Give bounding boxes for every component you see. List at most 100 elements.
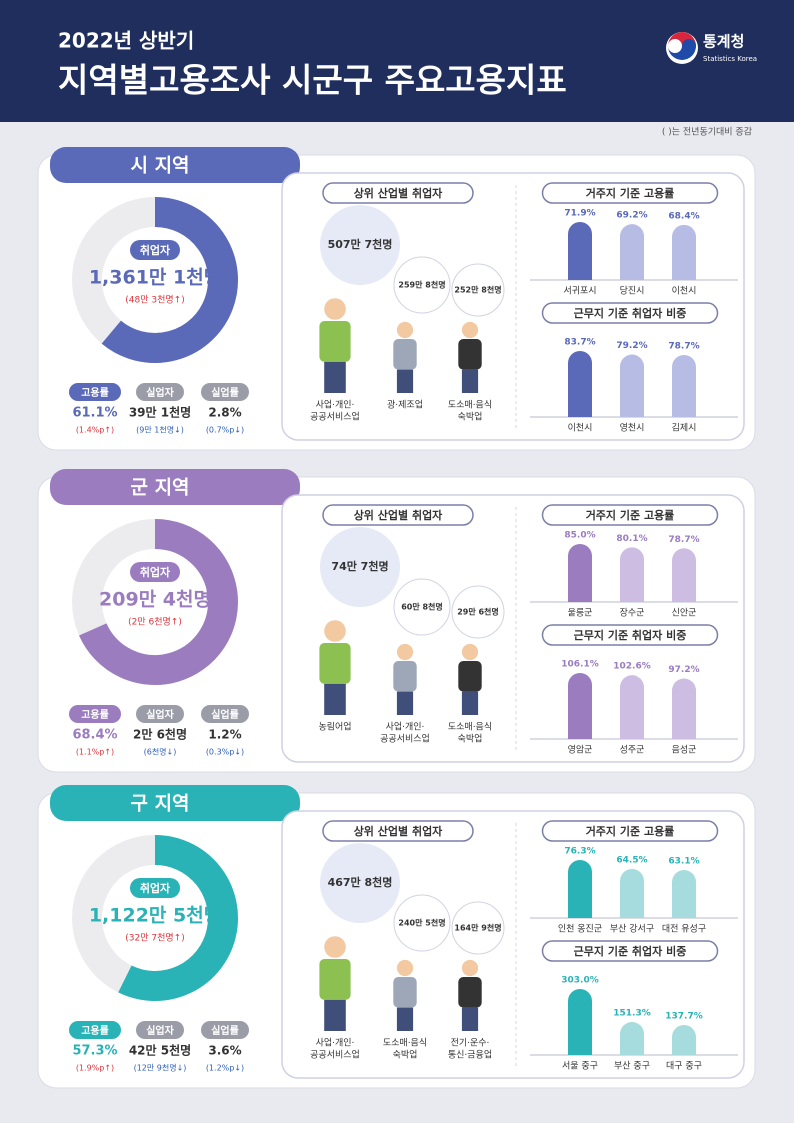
bar — [620, 675, 644, 739]
bar — [672, 870, 696, 918]
stat-change: (9만 1천명↓) — [136, 425, 184, 435]
bar — [672, 1025, 696, 1055]
employed-label-pill — [130, 878, 180, 898]
bar-label: 80.1% — [616, 534, 647, 544]
stat-label-pill — [69, 1021, 121, 1039]
bar-label: 69.2% — [616, 211, 647, 221]
employed-label-pill — [130, 240, 180, 260]
bar-label: 106.1% — [561, 660, 599, 670]
chart-title-pill — [541, 504, 719, 526]
bar-label: 68.4% — [668, 211, 699, 221]
category-label: 장수군 — [620, 608, 645, 619]
bubble — [451, 901, 505, 955]
bubble — [320, 527, 400, 607]
employed-value: 209만 4천명 — [99, 589, 211, 611]
industry-count: 60만 8천명 — [401, 602, 443, 612]
stat-change: (1.1%p↑) — [76, 748, 114, 757]
figure-body — [458, 661, 482, 692]
category-label: 이천시 — [568, 423, 593, 434]
figure-body — [393, 661, 417, 692]
chart-title: 근무지 기준 취업자 비중 — [574, 944, 687, 958]
logo-text-en: Statistics Korea — [703, 55, 757, 63]
figure-legs — [396, 1007, 414, 1031]
category-label: 당진시 — [620, 286, 645, 297]
stat-change: (1.2%p↓) — [206, 1064, 244, 1073]
category-label: 신안군 — [672, 608, 697, 619]
bubble — [393, 256, 451, 314]
category-label: 대전 유성구 — [662, 924, 706, 935]
bar-label: 64.5% — [616, 855, 647, 865]
bar — [568, 544, 592, 602]
header-subtitle: 2022년 상반기 — [58, 29, 194, 53]
figure-legs — [461, 691, 479, 715]
bubble — [393, 894, 451, 952]
employed-label: 취업자 — [140, 243, 171, 257]
employed-change: (32만 7천명↑) — [125, 933, 184, 944]
chart-title: 거주지 기준 고용률 — [586, 508, 675, 522]
category-label: 울릉군 — [568, 608, 593, 619]
category-label: 인천 옹진군 — [558, 924, 602, 935]
industry-count: 240만 5천명 — [398, 918, 445, 928]
bar — [568, 351, 592, 417]
note: ( )는 전년동기대비 증감 — [662, 126, 752, 138]
industry-name: 숙박업 — [393, 1050, 418, 1061]
bubble — [320, 205, 400, 285]
chart-title: 근무지 기준 취업자 비중 — [574, 306, 687, 320]
industry-title: 상위 산업별 취업자 — [354, 508, 443, 522]
category-label: 대구 중구 — [666, 1061, 702, 1072]
employed-change: (2만 6천명↑) — [128, 617, 182, 628]
industry-name: 농림어업 — [318, 721, 351, 733]
industry-name: 공공서비스업 — [380, 734, 430, 745]
bubble — [451, 263, 505, 317]
stat-label-pill — [201, 705, 249, 723]
industry-name: 숙박업 — [458, 734, 483, 745]
section-name: 군 지역 — [130, 477, 189, 499]
stat-label: 실업률 — [211, 1024, 239, 1037]
chart-title: 거주지 기준 고용률 — [586, 824, 675, 838]
stat-label: 고용률 — [81, 709, 109, 721]
chart-title-pill — [541, 940, 719, 962]
stat-label-pill — [69, 383, 121, 401]
industry-title: 상위 산업별 취업자 — [354, 824, 443, 838]
stat-label-pill — [69, 705, 121, 723]
stat-label: 고용률 — [81, 387, 109, 399]
employed-value: 1,122만 5천명 — [89, 905, 221, 927]
industry-name: 도소매·음식 — [448, 400, 492, 411]
figure-head — [324, 620, 346, 642]
category-label: 영천시 — [620, 423, 645, 434]
header-band — [0, 0, 794, 122]
bubble — [451, 585, 505, 639]
category-label: 서울 중구 — [562, 1061, 598, 1072]
stat-change: (0.7%p↓) — [206, 426, 244, 435]
stat-label: 실업자 — [146, 1024, 174, 1037]
figure-body — [319, 321, 351, 362]
figure-body — [319, 643, 351, 684]
stat-value: 2만 6천명 — [133, 727, 187, 742]
figure-body — [319, 959, 351, 1000]
stat-value: 61.1% — [72, 406, 117, 421]
stat-value: 57.3% — [72, 1044, 117, 1059]
bar — [568, 222, 592, 280]
category-label: 이천시 — [672, 286, 697, 297]
section-tab — [50, 785, 300, 821]
figure-head — [396, 959, 414, 977]
figure-head — [461, 321, 479, 339]
bar-label: 71.9% — [564, 209, 595, 219]
category-label: 서귀포시 — [563, 286, 596, 297]
industry-count: 74만 7천명 — [331, 559, 388, 573]
industry-count: 467만 8천명 — [328, 875, 393, 889]
bar — [568, 989, 592, 1055]
industry-name: 숙박업 — [458, 412, 483, 423]
bar-label: 137.7% — [665, 1012, 703, 1022]
industry-title-pill — [322, 182, 474, 204]
industry-count: 259만 8천명 — [398, 280, 445, 290]
figure-legs — [396, 369, 414, 393]
bar — [568, 860, 592, 918]
bar — [672, 224, 696, 280]
section-tab — [50, 147, 300, 183]
figure-legs — [324, 361, 346, 393]
bar — [620, 1022, 644, 1055]
bar — [620, 354, 644, 417]
